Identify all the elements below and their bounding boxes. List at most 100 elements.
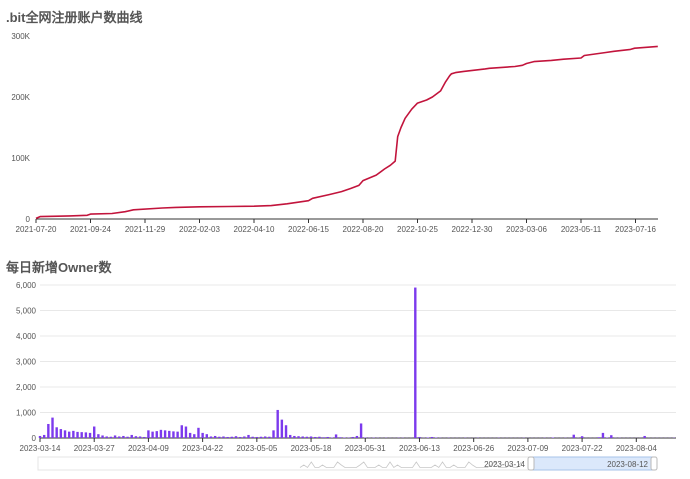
bar [59,429,63,438]
x-tick-label: 2023-03-06 [506,225,547,234]
bar [130,434,133,438]
bar [280,419,284,438]
bar [201,432,204,438]
bar [180,425,183,438]
bar [272,430,275,438]
bar [151,431,154,439]
bar [238,436,242,438]
x-tick-label: 2022-06-15 [288,225,329,234]
x-tick-label: 2023-07-16 [615,225,656,234]
bar [63,430,67,438]
x-tick-label: 2023-05-11 [561,225,602,234]
y-tick-label: 3,000 [16,358,37,367]
x-tick-label: 2023-03-14 [20,444,61,453]
bar [430,436,434,438]
y-tick-label: 0 [32,434,37,443]
bar [355,435,359,438]
x-tick-label: 2023-05-05 [236,444,277,453]
bar [84,432,88,438]
bar [364,437,367,438]
bar [188,432,192,438]
bar [351,436,354,438]
bar [168,430,171,438]
bar [93,426,96,438]
bar [172,431,175,438]
bar [222,436,225,438]
bar [284,425,288,438]
y-tick-label: 6,000 [16,281,37,290]
bar [42,434,46,438]
bar [230,436,234,438]
bar [226,436,229,438]
bar [72,430,75,438]
bar [143,436,146,438]
x-tick-label: 2023-04-22 [182,444,223,453]
bar [197,427,200,438]
x-tick-label: 2022-12-30 [452,225,493,234]
bar [234,436,238,438]
y-tick-label: 100K [11,154,30,163]
bar [97,434,100,438]
bar [88,432,92,438]
bar [414,287,417,438]
bar [243,436,246,438]
bar [276,409,279,438]
bar [326,436,329,438]
y-tick-label: 2,000 [16,383,37,392]
bar [67,431,71,439]
x-tick-label: 2022-02-03 [179,225,220,234]
bar [263,436,267,438]
bar [643,435,646,438]
bar [163,430,167,438]
bar [301,436,304,438]
bar [551,437,555,438]
bar [101,435,104,438]
y-tick-label: 300K [11,32,30,41]
bar [193,434,196,438]
bar [314,436,317,438]
bar [426,437,430,438]
x-tick-label: 2021-07-20 [16,225,57,234]
x-tick-label: 2023-06-13 [399,444,440,453]
x-tick-label: 2021-09-24 [70,225,111,234]
bar [289,434,292,438]
bar [213,435,217,438]
y-tick-label: 1,000 [16,409,37,418]
bar [38,435,42,438]
bar [134,436,138,438]
x-tick-label: 2023-07-09 [507,444,548,453]
x-tick-label: 2023-08-04 [616,444,657,453]
bar-chart-title: 每日新增Owner数 [6,260,112,275]
y-tick-label: 0 [26,215,31,224]
y-tick-label: 200K [11,93,30,102]
bar [255,436,259,438]
bar [343,437,346,438]
bar [605,437,609,438]
x-tick-label: 2023-07-22 [562,444,603,453]
bar [268,436,271,438]
y-tick-label: 4,000 [16,332,37,341]
x-tick-label: 2022-10-25 [397,225,438,234]
bar [205,434,208,438]
registered-accounts-line [35,45,658,220]
line-chart-title: .bit全网注册账户数曲线 [6,10,143,25]
bar [76,431,79,438]
zoom-end-label: 2023-08-12 [607,460,648,469]
bar [610,435,613,438]
bar [122,435,125,438]
bar [138,436,142,438]
x-tick-label: 2023-04-09 [128,444,169,453]
bar [259,436,263,438]
bar [209,436,213,438]
x-tick-label: 2022-04-10 [234,225,275,234]
bar [339,437,342,438]
x-tick-label: 2022-08-20 [343,225,384,234]
bar [309,436,313,438]
bar [318,436,321,438]
bar [155,431,158,438]
zoom-handle-left[interactable] [527,456,535,471]
bar [51,417,54,438]
bar [113,435,117,438]
zoom-handle-right[interactable] [650,456,658,471]
